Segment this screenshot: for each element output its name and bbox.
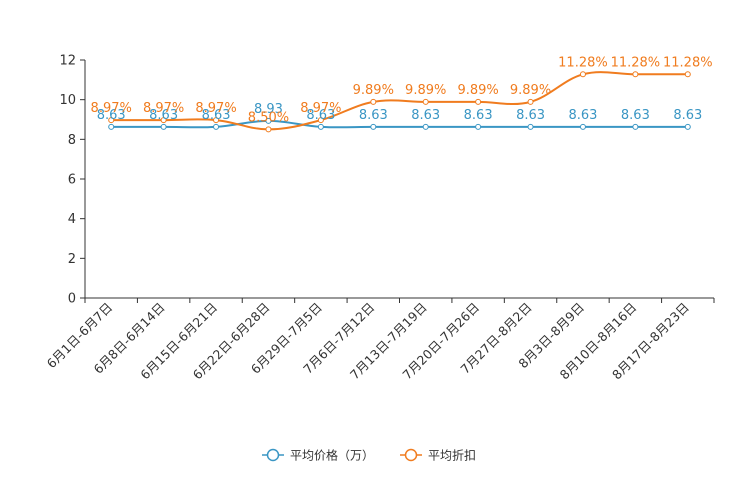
data-label: 8.63 (516, 108, 545, 123)
data-point (160, 117, 167, 124)
data-point (579, 71, 586, 78)
data-point (422, 98, 429, 105)
data-label: 8.50% (248, 110, 289, 125)
data-point (265, 117, 272, 124)
chart-legend[interactable]: 平均价格（万） 平均折扣 (262, 448, 476, 463)
data-label: 8.97% (300, 101, 341, 116)
data-label: 8.63 (359, 108, 388, 123)
y-tick-label: 12 (59, 54, 76, 69)
data-point (370, 123, 377, 130)
data-point (475, 98, 482, 105)
data-label: 9.89% (457, 83, 498, 98)
y-tick-label: 6 (68, 173, 76, 188)
y-tick-label: 10 (59, 93, 76, 108)
data-point (422, 123, 429, 130)
legend-label: 平均折扣 (428, 448, 476, 463)
data-label: 8.63 (464, 108, 493, 123)
data-label: 8.63 (673, 108, 702, 123)
data-point (632, 71, 639, 78)
data-label: 8.63 (306, 108, 335, 123)
data-label: 8.63 (149, 108, 178, 123)
data-point (579, 123, 586, 130)
data-point (527, 123, 534, 130)
data-label: 8.97% (143, 101, 184, 116)
data-label: 11.28% (663, 55, 713, 70)
legend-item-2[interactable]: 平均折扣 (400, 448, 476, 463)
data-label: 11.28% (558, 55, 608, 70)
y-tick-label: 4 (68, 212, 76, 227)
legend-marker-icon (266, 448, 280, 462)
data-label: 8.63 (568, 108, 597, 123)
data-point (684, 123, 691, 130)
legend-label: 平均价格（万） (290, 448, 374, 463)
data-label: 8.97% (91, 101, 132, 116)
data-labels: 8.63 8.63 8.63 8.93 8.63 8.63 8.63 8.63 8.63 8.63… (91, 55, 713, 125)
series-line-2 (111, 71, 688, 131)
y-tick-label: 8 (68, 133, 76, 148)
data-label: 9.89% (405, 83, 446, 98)
x-axis-ticks: 6月1日-6月7日6月8日-6月14日6月15日-6月21日6月22日-6月28… (44, 298, 715, 382)
y-tick-label: 0 (68, 292, 76, 307)
data-label: 9.89% (353, 83, 394, 98)
y-axis-ticks: 0 2 4 6 8 10 12 (59, 54, 85, 307)
data-point (527, 98, 534, 105)
series-line-1 (111, 119, 688, 129)
data-label: 8.97% (195, 101, 236, 116)
data-point (160, 123, 167, 130)
data-point (632, 123, 639, 130)
data-point (684, 71, 691, 78)
chart-axes (84, 60, 714, 299)
legend-marker-icon (404, 448, 418, 462)
chart-series (108, 71, 691, 133)
data-point (108, 123, 115, 130)
data-label: 9.89% (510, 83, 551, 98)
data-point (317, 123, 324, 130)
data-point (265, 126, 272, 133)
data-label: 8.63 (202, 108, 231, 123)
data-label: 11.28% (611, 55, 661, 70)
y-tick-label: 2 (68, 252, 76, 267)
data-point (370, 98, 377, 105)
data-point (475, 123, 482, 130)
data-point (108, 117, 115, 124)
data-label: 8.63 (97, 108, 126, 123)
data-label: 8.93 (254, 102, 283, 117)
data-point (213, 117, 220, 124)
data-label: 8.63 (411, 108, 440, 123)
legend-item-1[interactable]: 平均价格（万） (262, 448, 374, 463)
data-point (213, 123, 220, 130)
data-point (317, 117, 324, 124)
data-label: 8.63 (621, 108, 650, 123)
